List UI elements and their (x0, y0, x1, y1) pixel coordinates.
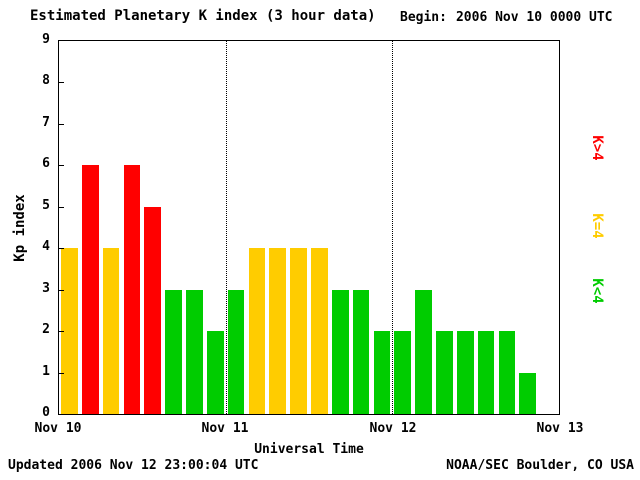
y-tick-label: 8 (42, 73, 50, 89)
y-axis-tick (59, 82, 64, 84)
plot-area (58, 40, 560, 415)
y-axis-tick (59, 248, 64, 250)
kp-bar (165, 289, 182, 414)
x-axis-label: Universal Time (254, 442, 364, 457)
attribution: NOAA/SEC Boulder, CO USA (446, 458, 634, 473)
begin-value: 2006 Nov 10 0000 UTC (455, 10, 613, 25)
updated-timestamp: Updated 2006 Nov 12 23:00:04 UTC (8, 458, 259, 473)
legend-k-lt-4: K<4 (589, 278, 605, 304)
y-tick-label: 3 (42, 280, 50, 296)
kp-bar (415, 289, 432, 414)
kp-bar (477, 331, 495, 414)
y-axis-tick (59, 331, 64, 333)
kp-bar (206, 331, 224, 414)
kp-bar (227, 289, 245, 414)
x-tick-label-nov12: Nov 12 (369, 421, 417, 436)
day-boundary-gridline (225, 41, 227, 414)
y-axis-tick (59, 372, 64, 374)
y-axis-label: Kp index (12, 194, 28, 262)
kp-bar (436, 331, 453, 414)
kp-bar (123, 165, 141, 414)
y-axis-tick (59, 165, 64, 167)
y-tick-label: 1 (42, 363, 50, 379)
kp-bar (519, 372, 537, 414)
legend-k-gt-4: K>4 (589, 135, 605, 161)
kp-bar (373, 331, 391, 414)
begin-label: Begin: (400, 10, 447, 25)
y-tick-label: 5 (42, 197, 50, 213)
y-axis-tick (59, 206, 64, 208)
x-tick-label-nov11: Nov 11 (201, 421, 249, 436)
kp-bar (186, 289, 203, 414)
x-tick-label-nov13: Nov 13 (536, 421, 584, 436)
begin-timestamp: Begin: 2006 Nov 10 0000 UTC (400, 10, 613, 25)
kp-bar (311, 248, 328, 414)
chart-title: Estimated Planetary K index (3 hour data… (30, 8, 376, 24)
kp-bar (269, 248, 287, 414)
kp-bar (331, 289, 349, 414)
kp-bar (394, 331, 412, 414)
kp-bar (61, 248, 78, 414)
kp-bar (102, 248, 120, 414)
kp-bar (290, 248, 307, 414)
legend-k-eq-4: K=4 (589, 213, 605, 239)
kp-bar (248, 248, 266, 414)
y-tick-label: 0 (42, 405, 50, 420)
kp-bar (352, 289, 370, 414)
y-tick-label: 7 (42, 114, 50, 130)
kp-bar (81, 165, 99, 414)
y-tick-label: 6 (42, 156, 50, 172)
day-boundary-gridline (392, 41, 394, 414)
y-tick-label: 9 (42, 32, 50, 47)
x-tick-label-nov10: Nov 10 (34, 421, 82, 436)
kp-bar (498, 331, 516, 414)
y-tick-label: 2 (42, 322, 50, 338)
y-axis-tick (59, 123, 64, 125)
kp-bar (456, 331, 474, 414)
y-axis-tick (59, 289, 64, 291)
kp-bar (144, 206, 162, 414)
y-tick-label: 4 (42, 239, 50, 255)
